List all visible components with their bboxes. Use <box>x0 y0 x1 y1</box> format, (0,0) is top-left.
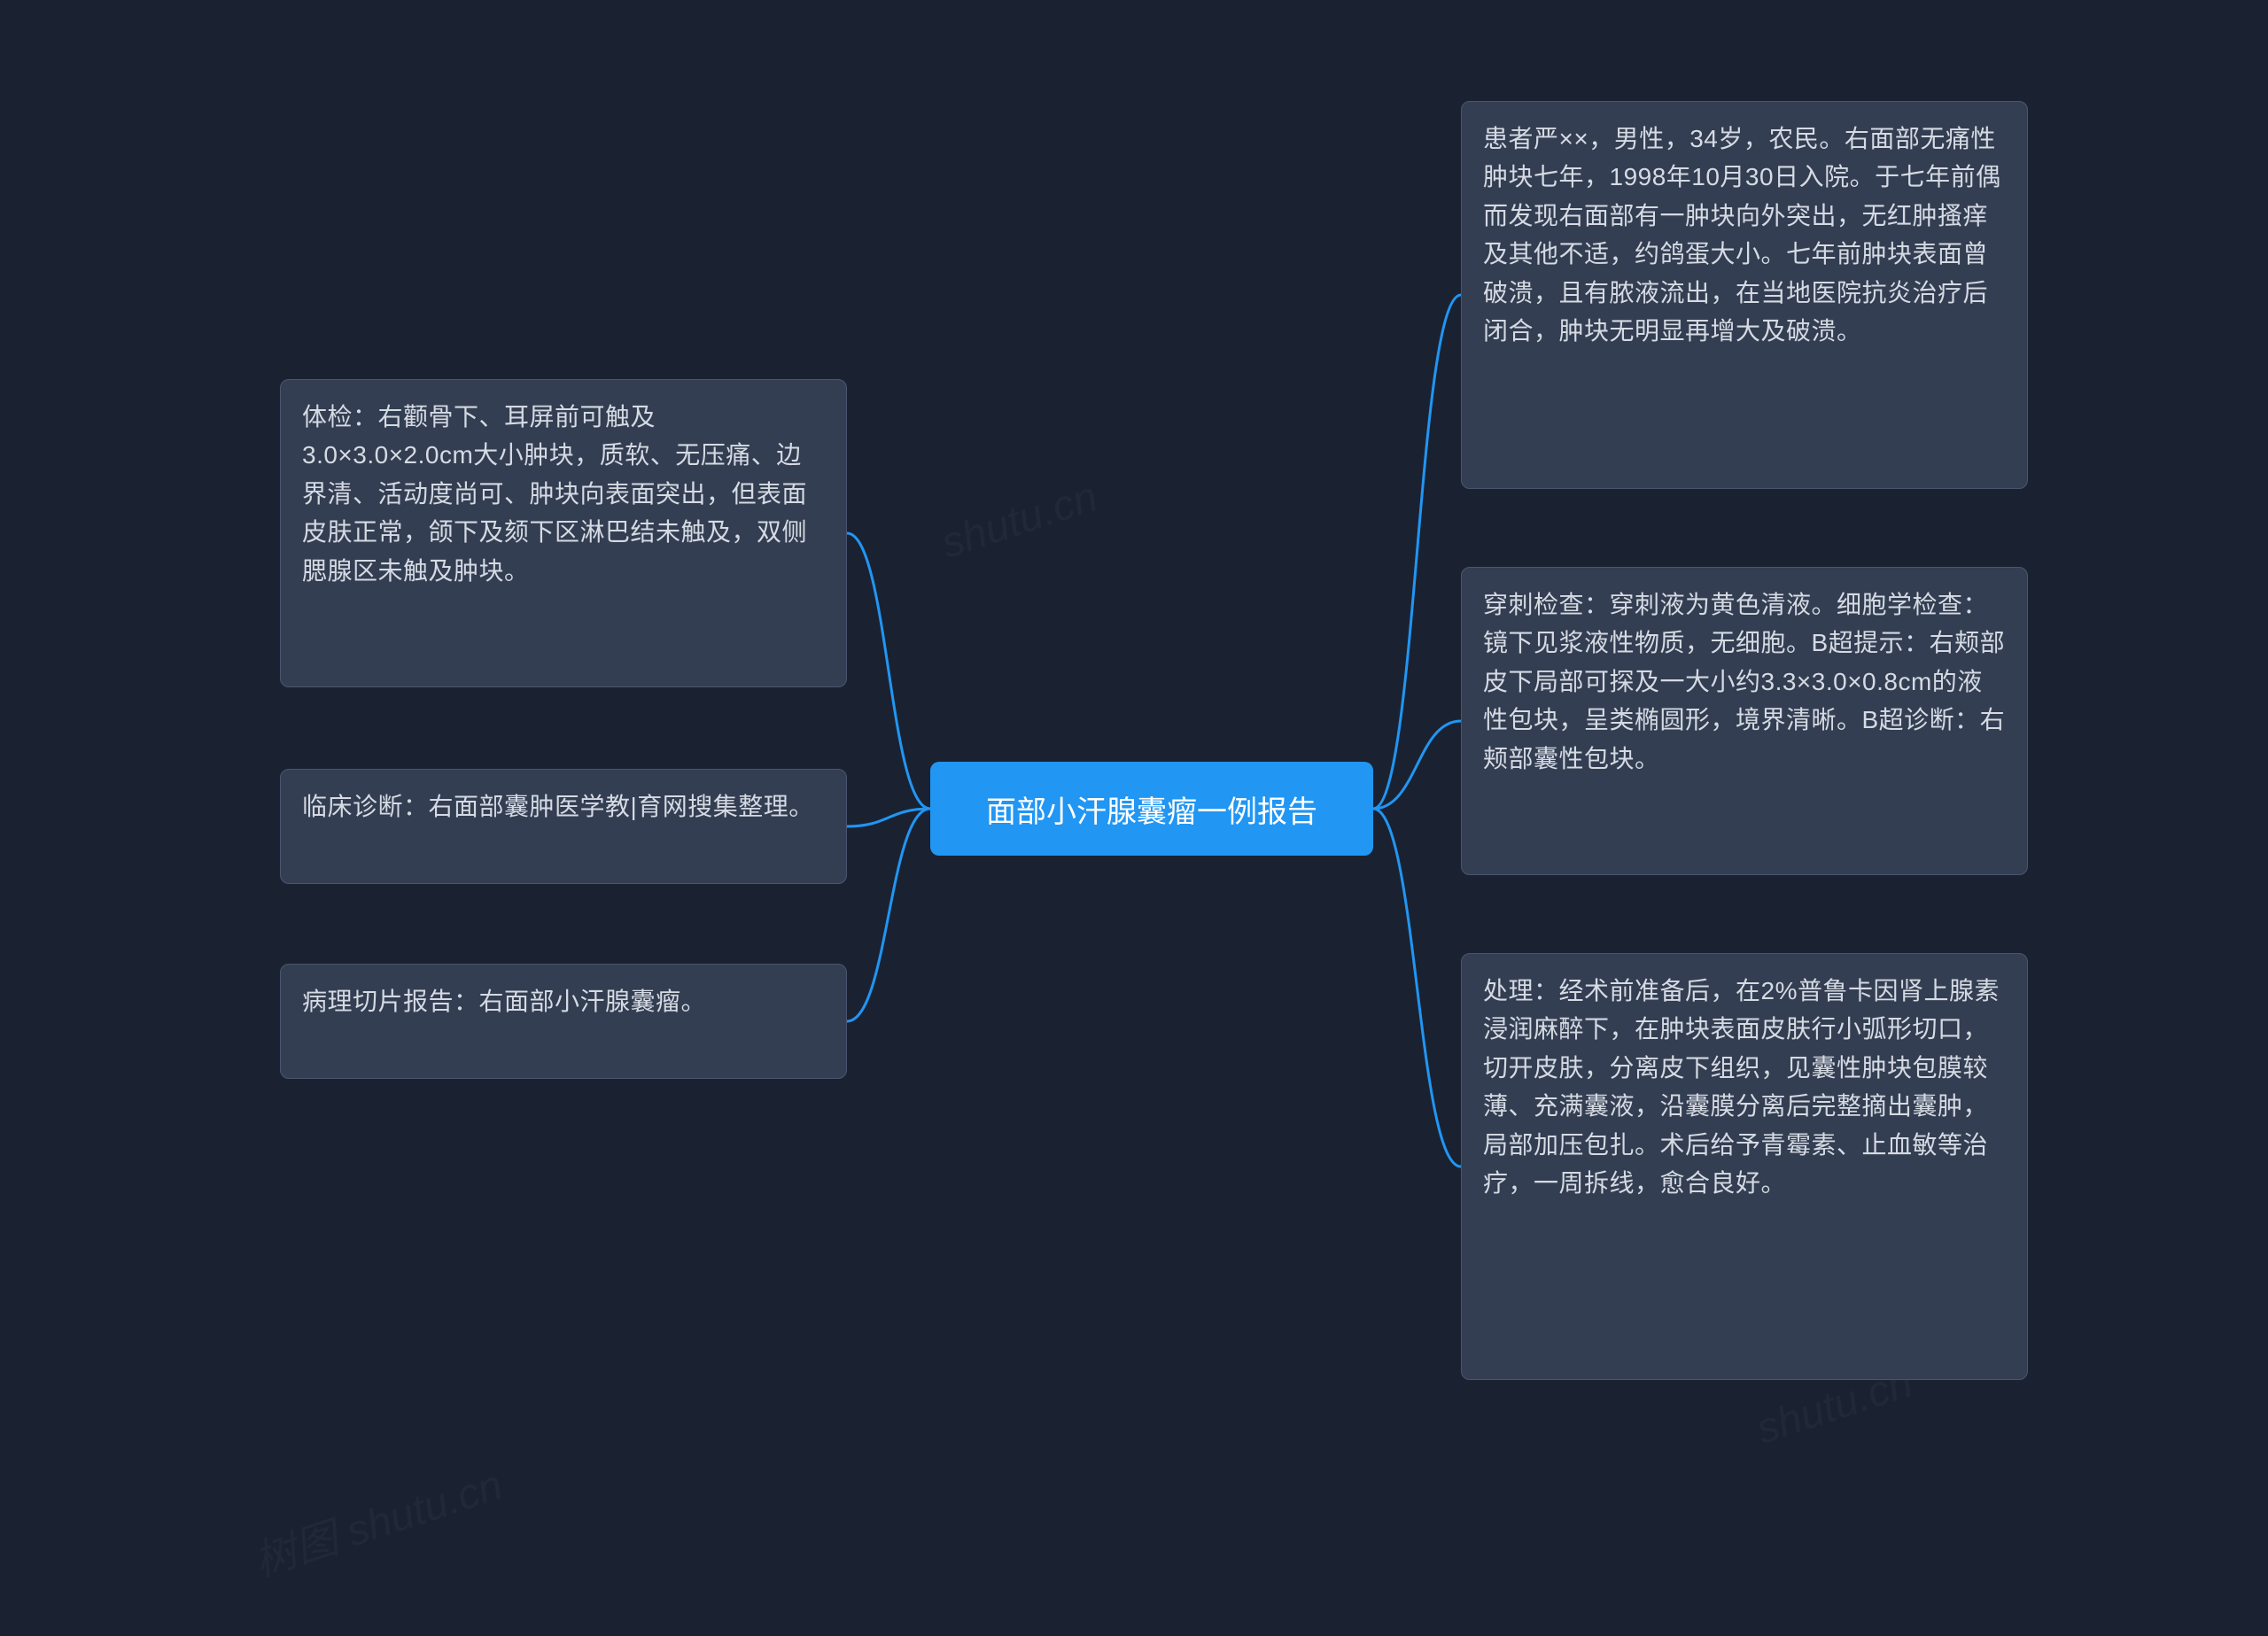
child-node-right-2[interactable]: 处理：经术前准备后，在2%普鲁卡因肾上腺素浸润麻醉下，在肿块表面皮肤行小弧形切口… <box>1461 953 2028 1380</box>
child-node-left-1[interactable]: 临床诊断：右面部囊肿医学教|育网搜集整理。 <box>280 769 847 884</box>
child-node-left-2[interactable]: 病理切片报告：右面部小汗腺囊瘤。 <box>280 964 847 1079</box>
watermark: shutu.cn <box>936 472 1104 568</box>
child-node-right-1[interactable]: 穿刺检查：穿刺液为黄色清液。细胞学检查：镜下见浆液性物质，无细胞。B超提示：右颊… <box>1461 567 2028 875</box>
child-node-right-0[interactable]: 患者严××，男性，34岁，农民。右面部无痛性肿块七年，1998年10月30日入院… <box>1461 101 2028 489</box>
watermark: 树图 shutu.cn <box>245 1450 509 1588</box>
child-node-left-0[interactable]: 体检：右颧骨下、耳屏前可触及3.0×3.0×2.0cm大小肿块，质软、无压痛、边… <box>280 379 847 687</box>
mindmap-canvas: 树图 shutu.cnshutu.cnshutu.cn面部小汗腺囊瘤一例报告体检… <box>0 0 2268 1636</box>
center-node[interactable]: 面部小汗腺囊瘤一例报告 <box>930 762 1373 856</box>
